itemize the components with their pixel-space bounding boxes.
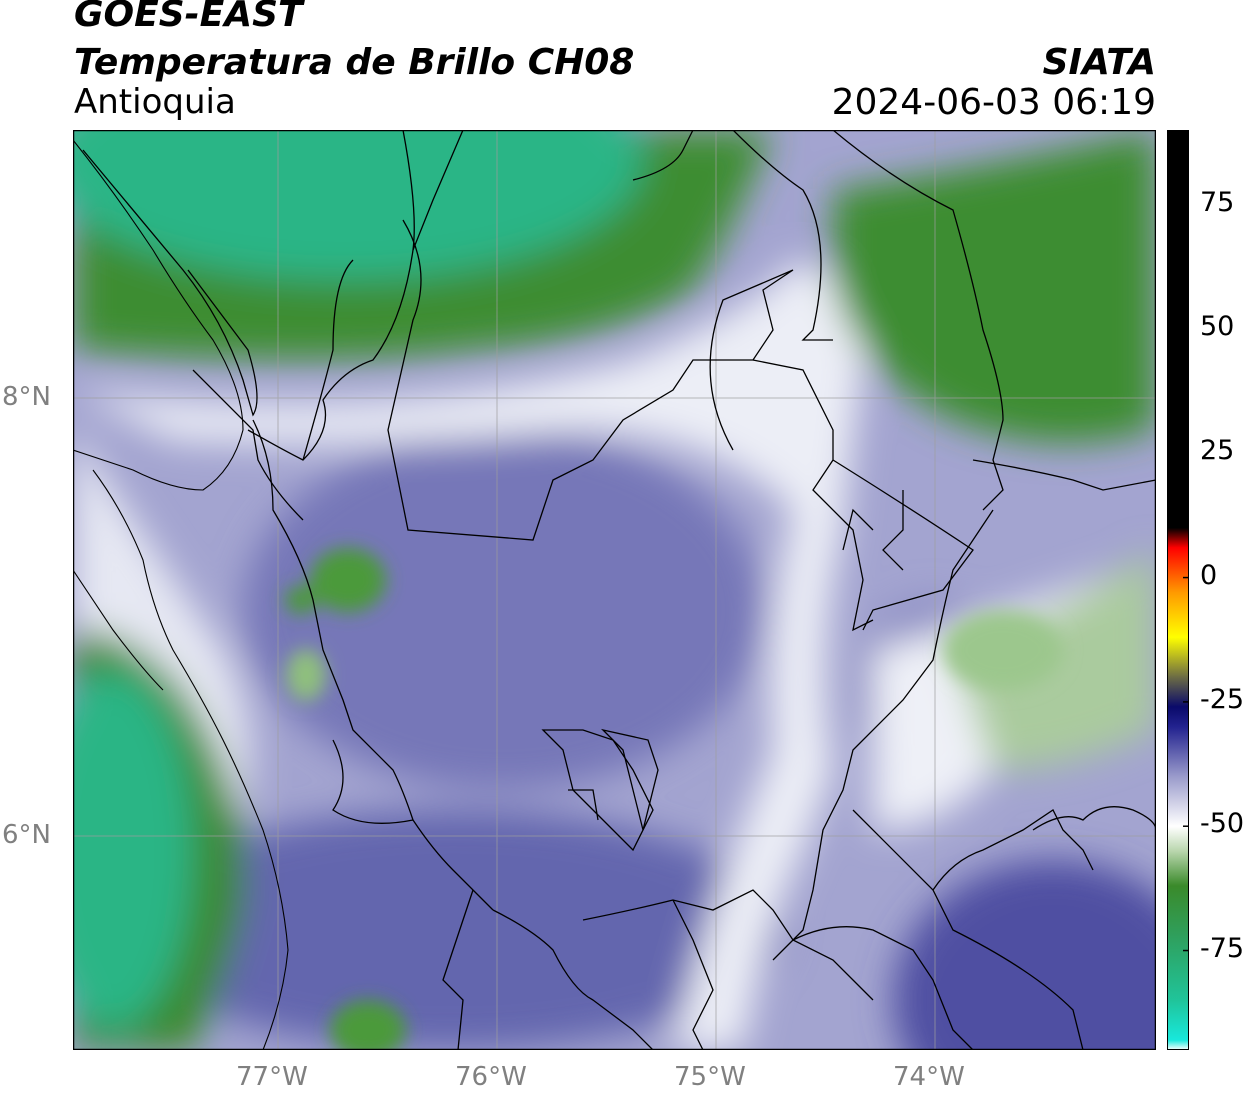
lon-tick-label: 75°W	[674, 1062, 746, 1092]
product-title: Temperatura de Brillo CH08	[74, 42, 635, 83]
colorbar-tick-label: -25	[1200, 683, 1245, 715]
region-label: Antioquia	[74, 82, 236, 122]
colorbar-tick-label: 75	[1200, 186, 1235, 218]
lon-tick-label: 76°W	[455, 1062, 527, 1092]
gridlines	[73, 130, 1156, 1050]
warm-band	[73, 260, 873, 1050]
map-frame	[73, 130, 1156, 1050]
warm-cell	[943, 610, 1063, 690]
colorbar-tick-label: 0	[1200, 559, 1218, 591]
cold-core	[123, 810, 783, 1050]
agency-label: SIATA	[1042, 42, 1156, 83]
colorbar-tick-label: 25	[1200, 435, 1235, 467]
administrative-borders	[82, 130, 1156, 1050]
coastline	[73, 139, 289, 1050]
temperature-colorbar	[1167, 130, 1189, 1050]
teal-area	[73, 670, 193, 1030]
colorbar-tick-label: -50	[1200, 808, 1245, 840]
cold-core	[893, 860, 1156, 1050]
colorbar-tick-label: -75	[1200, 932, 1245, 964]
brightness-temperature-map	[73, 130, 1156, 1050]
green-area-north-east	[833, 130, 1156, 443]
warm-cell	[330, 1000, 406, 1050]
lon-tick-label: 74°W	[893, 1062, 965, 1092]
warm-cell	[285, 586, 317, 614]
teal-area	[73, 130, 643, 280]
colorbar-tick-label: 50	[1200, 310, 1235, 342]
lat-tick-label: 8°N	[2, 382, 51, 412]
lon-tick-label: 77°W	[236, 1062, 308, 1092]
datetime-label: 2024-06-03 06:19	[831, 82, 1156, 123]
warm-cell	[310, 548, 386, 612]
cold-core	[243, 430, 763, 790]
warm-cell	[286, 649, 326, 701]
lat-tick-label: 6°N	[2, 820, 51, 850]
satellite-title: GOES-EAST	[74, 0, 303, 35]
